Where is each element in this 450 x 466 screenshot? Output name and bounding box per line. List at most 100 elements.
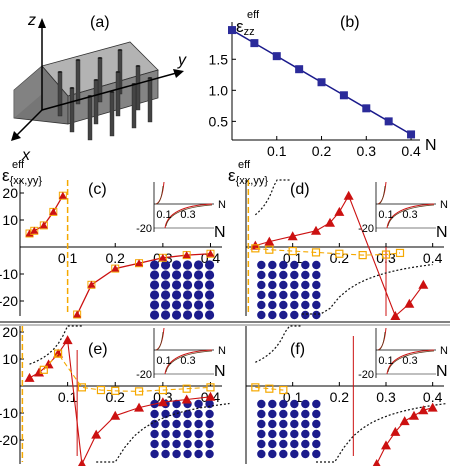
panel-b-label: (b) — [340, 14, 360, 31]
rod-top — [57, 71, 63, 73]
x-tick-label: 0.1 — [58, 389, 78, 405]
y-tick-label: 1.0 — [209, 82, 229, 98]
lattice-dot — [290, 300, 299, 310]
lattice-dot — [205, 439, 214, 449]
dotted-curve-right — [302, 263, 433, 315]
lattice-dot — [171, 270, 182, 280]
lattice-dot — [171, 310, 182, 320]
block-left-face — [14, 66, 42, 118]
dotted-curve-right — [96, 402, 230, 463]
lattice-dot — [183, 419, 192, 429]
x-tick-label: 0.1 — [283, 250, 303, 266]
lattice-dot — [301, 260, 310, 270]
lattice-dot — [194, 399, 203, 409]
lattice-dot — [290, 439, 299, 449]
lattice-dot — [182, 310, 193, 320]
lattice-dot — [257, 260, 266, 270]
lattice-dot — [279, 399, 288, 409]
lattice-dot — [150, 429, 159, 439]
y-tick-label: 0.5 — [209, 113, 229, 129]
series-line — [255, 386, 284, 391]
panel-a: z y x (a) — [11, 12, 187, 164]
inset-x-label: N — [218, 345, 226, 357]
lattice-dot — [312, 280, 321, 290]
rod — [87, 95, 93, 141]
y-tick-label: -10 — [0, 405, 18, 421]
y-tick-label: -20 — [0, 432, 18, 448]
data-point-triangle — [205, 391, 216, 401]
data-point — [295, 65, 304, 74]
lattice-dot — [290, 290, 299, 300]
lattice-dot — [257, 429, 266, 439]
data-point-triangle — [135, 259, 144, 267]
z-axis-arrowhead — [38, 18, 46, 28]
lattice-dot — [193, 260, 204, 270]
lattice-inset — [149, 260, 215, 320]
y-axis-arrowhead — [173, 69, 184, 78]
inset-x-label: N — [440, 199, 448, 211]
axis-label-x: x — [21, 147, 31, 164]
data-point-triangle — [87, 280, 96, 288]
lattice-dot — [279, 270, 288, 280]
panel-label-a: (a) — [90, 14, 110, 31]
panel-b-ylabel-main: ε — [236, 17, 244, 36]
lattice-dot — [171, 260, 182, 270]
lattice-dot — [149, 310, 160, 320]
lattice-dot — [161, 419, 170, 429]
data-point — [384, 117, 393, 126]
data-point-triangle — [158, 253, 167, 261]
data-point-triangle — [372, 459, 381, 466]
panel-b-ylabel-sup: eff — [247, 9, 260, 21]
inset-x-tick-label: 0.1 — [378, 355, 393, 367]
x-tick-label: 0.2 — [312, 143, 332, 159]
inset-y-tick-label: -20 — [136, 369, 152, 381]
panel-c-ylabel-sup: eff — [12, 159, 25, 171]
rod — [57, 71, 63, 117]
dotted-curve-left — [255, 325, 303, 363]
lattice-dot — [268, 260, 277, 270]
lattice-dot — [268, 439, 277, 449]
inset-plot: 0.1 0.3 N -20 — [136, 327, 226, 381]
lattice-dot — [301, 300, 310, 310]
data-point-square — [53, 349, 63, 358]
inset-y-tick-label: -20 — [136, 223, 152, 235]
lattice-dot — [301, 270, 310, 280]
axis-label-y: y — [177, 52, 187, 69]
lattice-dot — [290, 429, 299, 439]
data-point-triangle — [58, 191, 67, 199]
inset-plot: 0.1 0.3 N -20 — [358, 181, 448, 235]
lattice-dot — [279, 409, 288, 419]
rod — [97, 57, 103, 103]
lattice-dot — [290, 270, 299, 280]
lattice-dot — [149, 300, 160, 310]
lattice-dot — [268, 300, 277, 310]
inset-curve-secondary — [377, 331, 435, 373]
inset-x-tick-label: 0.3 — [180, 355, 195, 367]
lattice-dot — [257, 290, 266, 300]
y-tick-label: 20 — [2, 324, 18, 340]
lattice-dot — [301, 419, 310, 429]
lattice-dot — [193, 310, 204, 320]
lattice-dot — [150, 419, 159, 429]
lattice-dot — [172, 429, 181, 439]
lattice-dot — [290, 260, 299, 270]
lattice-inset — [150, 399, 214, 459]
inset-x-tick-label: 0.1 — [156, 209, 171, 221]
data-point-square — [39, 365, 48, 374]
dotted-curve-right — [316, 402, 447, 463]
lattice-dot — [182, 290, 193, 300]
lattice-dot — [301, 409, 310, 419]
data-point-triangle — [39, 221, 48, 229]
panel-d-ylabel-sub: {xx,yy} — [236, 175, 269, 187]
lattice-dot — [183, 439, 192, 449]
lattice-dot — [257, 280, 266, 290]
x-tick-label: 0.4 — [423, 389, 443, 405]
inset-curve — [155, 327, 213, 375]
lattice-dot — [312, 449, 321, 459]
lattice-dot — [279, 280, 288, 290]
x-tick-label: 0.1 — [283, 389, 303, 405]
lattice-dot — [301, 310, 310, 320]
data-point-triangle — [427, 402, 438, 412]
y-tick-label: 10 — [2, 212, 18, 228]
